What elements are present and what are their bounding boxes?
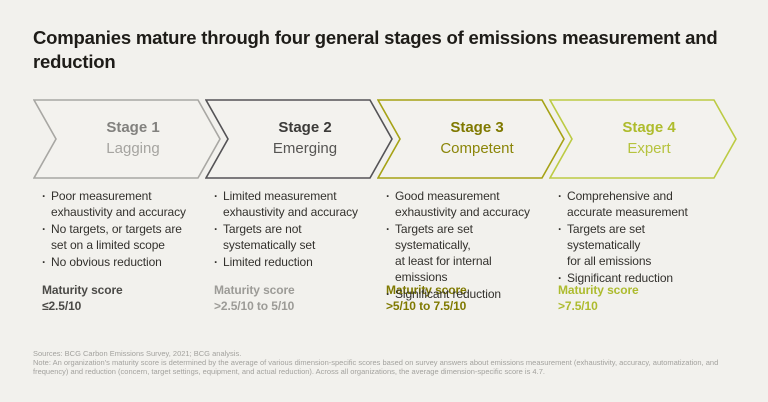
note-line: Note: An organization's maturity score i…	[33, 358, 719, 377]
stage-1-bullet-list: · Poor measurement exhaustivity and accur…	[41, 188, 201, 274]
bullet-dot-icon: ·	[386, 189, 390, 203]
list-item: · Comprehensive and accurate measurement	[558, 189, 688, 220]
bullet-dot-icon: ·	[558, 222, 562, 237]
chevron-arrow-icon	[205, 99, 393, 179]
list-item: · Targets are not systematically set	[214, 222, 316, 253]
maturity-score-value: >2.5/10 to 5/10	[214, 299, 295, 314]
stage-1-maturity: Maturity score ≤2.5/10	[41, 282, 201, 315]
stage-4-name: Expert	[627, 140, 671, 157]
maturity-score-label: Maturity score	[558, 283, 639, 297]
chevron-arrow-icon	[33, 99, 221, 179]
list-item: · Limited reduction	[214, 255, 313, 270]
maturity-score-value: ≤2.5/10	[42, 299, 82, 314]
maturity-score-value: >5/10 to 7.5/10	[386, 299, 467, 314]
sources-line: Sources: BCG Carbon Emissions Survey, 20…	[33, 349, 242, 358]
stage-1-column: · Poor measurement exhaustivity and accur…	[33, 188, 205, 315]
footnote: Sources: BCG Carbon Emissions Survey, 20…	[33, 349, 747, 376]
stage-chevron-3: Stage 3 Competent	[377, 99, 565, 179]
bullet-dot-icon: ·	[558, 271, 562, 286]
stage-4-label: Stage 4	[622, 119, 676, 137]
list-item: · No targets, or targets are set on a lim…	[42, 222, 182, 253]
page-title: Companies mature through four general st…	[33, 27, 718, 72]
stage-2-label: Stage 2	[278, 119, 332, 137]
bullet-dot-icon: ·	[214, 222, 218, 237]
list-item: · Significant reduction	[386, 287, 501, 302]
stage-chevron-1: Stage 1 Lagging	[33, 99, 221, 179]
bullet-dot-icon: ·	[42, 222, 46, 237]
maturity-score-label: Maturity score	[214, 283, 295, 297]
list-item: · No obvious reduction	[42, 255, 162, 270]
bullet-dot-icon: ·	[386, 287, 390, 302]
stage-4-bullet-list: · Comprehensive and accurate measurement …	[557, 188, 717, 285]
stage-1-label: Stage 1	[106, 119, 160, 137]
stage-4-column: · Comprehensive and accurate measurement …	[549, 188, 721, 315]
list-item: · Limited measurement exhaustivity and ac…	[214, 189, 358, 220]
stage-2-maturity: Maturity score >2.5/10 to 5/10	[213, 282, 373, 315]
bullet-dot-icon: ·	[42, 255, 46, 270]
chevron-arrow-icon	[549, 99, 737, 179]
stage-chevron-4: Stage 4 Expert	[549, 99, 737, 179]
stage-2-name: Emerging	[272, 140, 338, 157]
maturity-score-label: Maturity score	[42, 283, 123, 297]
stage-detail-columns: · Poor measurement exhaustivity and accur…	[33, 188, 721, 315]
bullet-dot-icon: ·	[42, 189, 46, 203]
stage-3-label: Stage 3	[450, 119, 504, 137]
maturity-score-label: Maturity score	[386, 283, 467, 297]
bullet-dot-icon: ·	[558, 189, 562, 203]
stage-3-column: · Good measurement exhaustivity and accur…	[377, 188, 549, 315]
bullet-dot-icon: ·	[214, 189, 218, 203]
stage-4-maturity: Maturity score >7.5/10	[557, 282, 717, 315]
chevron-arrow-icon	[377, 99, 565, 179]
list-item: · Targets are set systematically, at leas…	[386, 222, 492, 285]
bullet-dot-icon: ·	[386, 222, 390, 237]
maturity-score-value: >7.5/10	[558, 299, 598, 314]
list-item: · Targets are set systematically for all …	[558, 222, 652, 269]
list-item: · Poor measurement exhaustivity and accur…	[42, 189, 186, 220]
stage-chevron-2: Stage 2 Emerging	[205, 99, 393, 179]
stage-2-column: · Limited measurement exhaustivity and ac…	[205, 188, 377, 315]
list-item: · Good measurement exhaustivity and accur…	[386, 189, 530, 220]
stage-3-bullet-list: · Good measurement exhaustivity and accur…	[385, 188, 545, 301]
stage-3-maturity: Maturity score >5/10 to 7.5/10	[385, 282, 545, 315]
stage-3-name: Competent	[440, 140, 514, 157]
stage-1-name: Lagging	[106, 140, 160, 157]
bullet-dot-icon: ·	[214, 255, 218, 270]
list-item: · Significant reduction	[558, 271, 673, 286]
stage-2-bullet-list: · Limited measurement exhaustivity and ac…	[213, 188, 373, 274]
stage-chevron-row: Stage 1 Lagging Stage 2 Emerging Stage 3…	[33, 99, 737, 179]
